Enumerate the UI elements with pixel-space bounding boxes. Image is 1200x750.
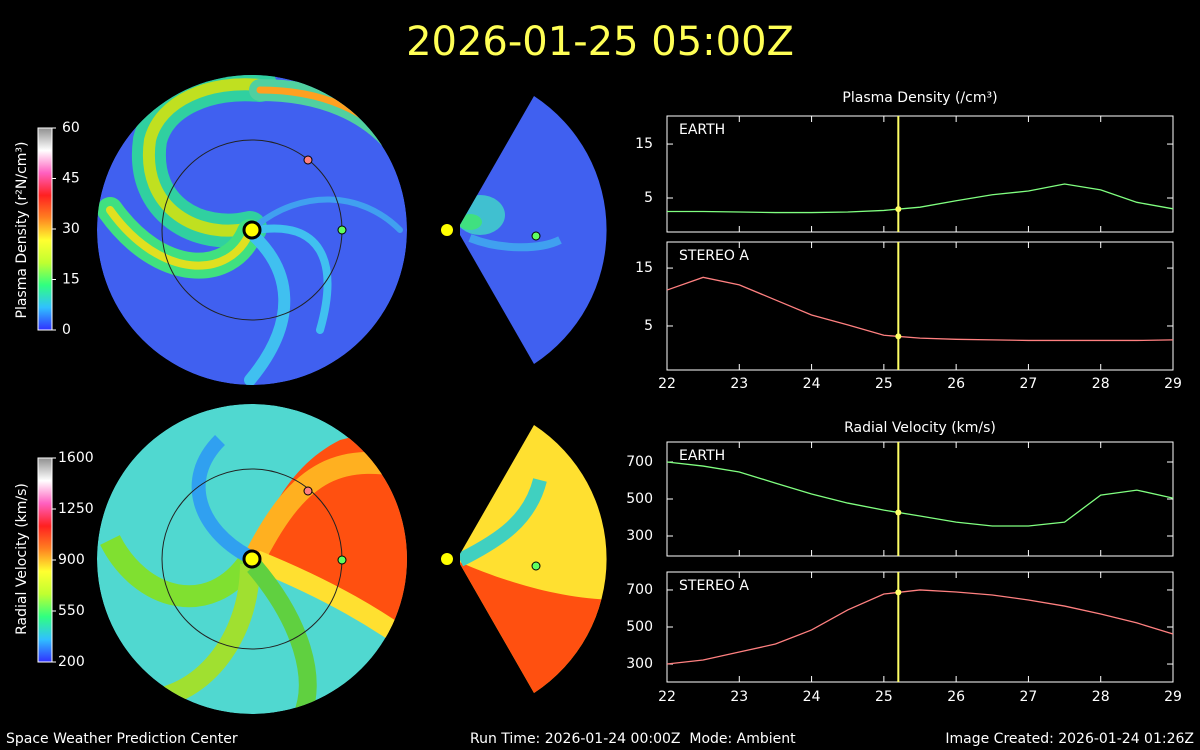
- colorbar-label: Radial Velocity (km/s): [14, 483, 30, 635]
- y-tick-label: 15: [635, 260, 653, 276]
- y-tick-label: 700: [626, 582, 653, 598]
- x-tick-label: 29: [1164, 689, 1182, 705]
- colorbar-tick-label: 1250: [58, 501, 94, 517]
- x-tick-label: 28: [1092, 689, 1110, 705]
- chart-title: Radial Velocity (km/s): [844, 420, 996, 436]
- colorbar-tick-label: 900: [58, 552, 85, 568]
- x-tick-label: 22: [658, 689, 676, 705]
- x-tick-label: 25: [875, 689, 893, 705]
- x-tick-label: 27: [1020, 376, 1038, 392]
- y-tick-label: 5: [644, 190, 653, 206]
- footer-left: Space Weather Prediction Center: [6, 731, 238, 747]
- time-marker-dot: [895, 333, 902, 340]
- colorbar-label: Plasma Density (r²N/cm³): [14, 142, 30, 319]
- x-tick-label: 27: [1020, 689, 1038, 705]
- footer-right: Image Created: 2026-01-24 01:26Z: [945, 731, 1194, 747]
- x-tick-label: 29: [1164, 376, 1182, 392]
- x-tick-label: 28: [1092, 376, 1110, 392]
- sun: [242, 220, 262, 240]
- sun: [441, 553, 453, 565]
- stereo-a: [303, 486, 313, 496]
- time-marker-dot: [895, 206, 902, 213]
- x-tick-label: 22: [658, 376, 676, 392]
- colorbar: [37, 457, 53, 663]
- x-tick-label: 25: [875, 376, 893, 392]
- colorbar-tick-label: 550: [58, 603, 85, 619]
- chart-title: Plasma Density (/cm³): [842, 90, 997, 106]
- time-marker-dot: [895, 589, 902, 596]
- y-tick-label: 500: [626, 491, 653, 507]
- y-tick-label: 300: [626, 528, 653, 544]
- footer-center: Run Time: 2026-01-24 00:00Z Mode: Ambien…: [470, 731, 796, 747]
- time-marker-dot: [895, 509, 902, 516]
- y-tick-label: 300: [626, 656, 653, 672]
- x-tick-label: 26: [947, 689, 965, 705]
- data-line: [667, 183, 1174, 214]
- panel-frame: [666, 241, 1174, 371]
- colorbar: [37, 127, 53, 331]
- x-tick-label: 26: [947, 376, 965, 392]
- colorbar-tick-label: 1600: [58, 450, 94, 466]
- colorbar-tick-label: 0: [62, 322, 71, 338]
- y-tick-label: 700: [626, 454, 653, 470]
- colorbar-tick-label: 60: [62, 120, 80, 136]
- colorbar-tick-label: 200: [58, 654, 85, 670]
- colorbar-tick-label: 15: [62, 272, 80, 288]
- panel-frame: [666, 115, 1174, 233]
- y-tick-label: 5: [644, 318, 653, 334]
- sun: [242, 549, 262, 569]
- panel-label: EARTH: [679, 122, 725, 138]
- earth: [531, 561, 541, 571]
- sun: [441, 224, 453, 236]
- x-tick-label: 24: [803, 689, 821, 705]
- colorbar-tick-label: 45: [62, 171, 80, 187]
- y-tick-label: 15: [635, 136, 653, 152]
- earth: [337, 555, 347, 565]
- colorbar-tick-label: 30: [62, 221, 80, 237]
- earth: [337, 225, 347, 235]
- panel-label: STEREO A: [679, 578, 749, 594]
- x-tick-label: 23: [730, 689, 748, 705]
- stereo-a: [303, 155, 313, 165]
- data-line: [666, 461, 1174, 527]
- y-tick-label: 500: [626, 619, 653, 635]
- panel-label: STEREO A: [679, 248, 749, 264]
- page-title: 2026-01-25 05:00Z: [406, 19, 794, 65]
- earth: [531, 231, 541, 241]
- panel-label: EARTH: [679, 448, 725, 464]
- x-tick-label: 24: [803, 376, 821, 392]
- x-tick-label: 23: [730, 376, 748, 392]
- data-line: [666, 589, 1174, 665]
- data-line: [666, 276, 1174, 342]
